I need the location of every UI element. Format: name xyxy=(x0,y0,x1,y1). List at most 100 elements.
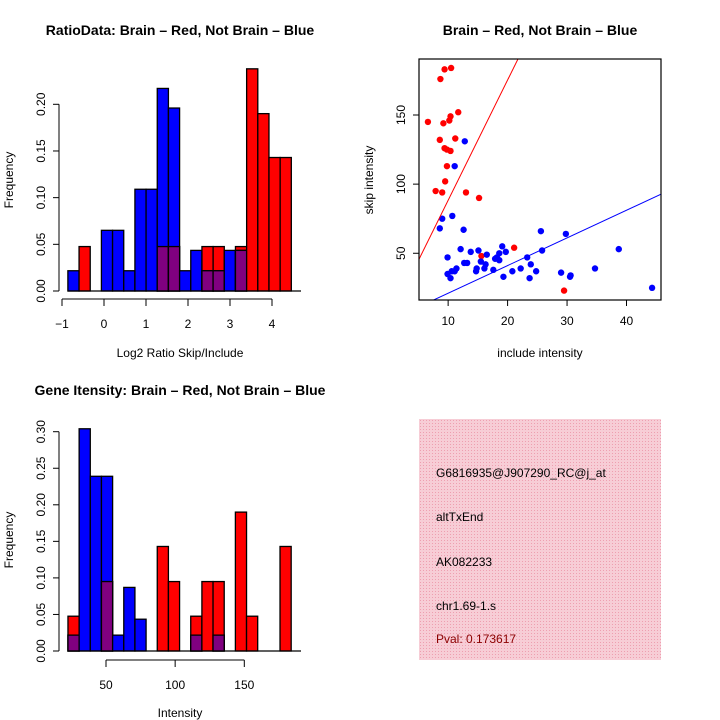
scatter-point-brain xyxy=(438,189,446,196)
ratio-y-tick-label: 0.10 xyxy=(34,186,48,210)
ratio-y-tick-label: 0.15 xyxy=(34,139,48,163)
ratio-bar-overlap xyxy=(167,245,181,292)
scatter-point-not-brain xyxy=(438,215,446,222)
ratio-bar-overlap xyxy=(201,270,214,292)
scatter-x-tick-label: 20 xyxy=(501,314,515,328)
scatter-point-not-brain xyxy=(591,265,599,272)
scatter-point-not-brain xyxy=(527,261,534,268)
scatter-point-not-brain xyxy=(562,230,570,238)
scatter-point-not-brain xyxy=(436,225,444,232)
scatter-point-not-brain xyxy=(502,248,510,256)
scatter-point-not-brain xyxy=(557,269,565,276)
scatter-ylabel: skip intensity xyxy=(362,146,376,215)
scatter-point-not-brain xyxy=(481,265,488,272)
ratio-x-tick-label: 3 xyxy=(227,317,234,331)
intensity-bar-not-brain xyxy=(78,428,91,652)
ratio-bar-not-brain xyxy=(100,229,114,292)
scatter-point-brain xyxy=(462,189,470,196)
ratio-histogram-ylabel: Frequency xyxy=(2,152,16,209)
scatter-point-not-brain xyxy=(526,274,533,282)
intensity-bar-brain xyxy=(234,511,248,652)
intensity-x-tick-label: 50 xyxy=(99,678,113,692)
scatter-point-brain xyxy=(452,135,459,142)
intensity-y-tick-label: 0.30 xyxy=(34,420,48,444)
ratio-histogram: 0.00 0.05 0.10 0.15 0.20 −1 0 1 2 3 4 xyxy=(34,68,301,331)
scatter-y-tick-label: 100 xyxy=(394,174,408,194)
ratio-bar-overlap xyxy=(234,249,248,292)
scatter-point-not-brain xyxy=(500,273,507,280)
ratio-bar-brain xyxy=(257,112,270,292)
scatter-point-not-brain xyxy=(460,226,467,233)
intensity-y-tick-label: 0.25 xyxy=(34,456,48,480)
ratio-bar-brain xyxy=(78,245,91,292)
scatter-point-not-brain xyxy=(457,245,464,253)
scatter-point-not-brain xyxy=(477,258,485,265)
ratio-bar-not-brain xyxy=(190,249,203,292)
ratio-bar-not-brain xyxy=(134,188,147,292)
intensity-bar-brain xyxy=(201,580,214,652)
intensity-y-tick-label: 0.05 xyxy=(34,602,48,626)
scatter-point-not-brain xyxy=(532,268,540,275)
fit-line-not-brain xyxy=(432,193,661,300)
intensity-bar-brain xyxy=(245,615,259,652)
ratio-y-tick-label: 0.00 xyxy=(34,279,48,303)
scatter-point-brain xyxy=(478,252,485,260)
ratio-bar-overlap xyxy=(212,270,225,292)
intensity-bar-not-brain xyxy=(134,618,147,652)
intensity-bar-not-brain xyxy=(89,475,103,652)
scatter-point-brain xyxy=(441,178,449,185)
intensity-bar-brain xyxy=(156,545,170,652)
scatter-frame xyxy=(418,58,662,301)
ratio-bar-brain xyxy=(245,68,259,292)
scatter-point-brain xyxy=(447,64,455,72)
intensity-y-tick-label: 0.20 xyxy=(34,493,48,517)
ratio-bar-not-brain xyxy=(145,188,158,292)
scatter-point-not-brain xyxy=(537,227,545,235)
fit-lines xyxy=(419,59,661,300)
scatter-point-brain xyxy=(440,120,447,127)
scatter-point-not-brain xyxy=(447,274,454,282)
accession: AK082233 xyxy=(436,555,492,569)
scatter-point-brain xyxy=(560,287,568,294)
scatter-point-not-brain xyxy=(444,254,451,261)
intensity-x-tick-label: 150 xyxy=(234,678,254,692)
scatter-point-not-brain xyxy=(461,138,468,145)
scatter-point-not-brain xyxy=(509,268,516,275)
info-panel: G6816935@J907290_RC@j_at altTxEnd AK0822… xyxy=(419,419,661,660)
scatter-point-brain xyxy=(475,194,483,202)
intensity-y-tick-label: 0.00 xyxy=(34,639,48,663)
scatter-point-not-brain xyxy=(467,248,474,256)
scatter-point-not-brain xyxy=(615,245,622,253)
ratio-bar-not-brain xyxy=(123,270,136,292)
scatter-point-brain xyxy=(436,136,444,144)
scatter-point-brain xyxy=(447,113,454,120)
intensity-y-tick-label: 0.10 xyxy=(34,566,48,590)
scatter-point-brain xyxy=(510,244,518,251)
ratio-x-tick-label: 4 xyxy=(269,317,276,331)
scatter-point-not-brain xyxy=(499,243,506,250)
scatter-point-not-brain xyxy=(567,272,574,279)
event-type: altTxEnd xyxy=(436,510,483,524)
ratio-bar-brain xyxy=(268,156,281,292)
ratio-bar-not-brain xyxy=(223,249,237,292)
ratio-bar-not-brain xyxy=(67,270,80,292)
scatter-point-not-brain xyxy=(483,251,490,258)
scatter-point-brain xyxy=(455,109,462,116)
intensity-histogram-title: Gene Itensity: Brain – Red, Not Brain – … xyxy=(35,382,326,398)
intensity-histogram: 0.00 0.05 0.10 0.15 0.20 0.25 0.30 50 100 150 xyxy=(34,420,301,692)
scatter-point-not-brain xyxy=(449,212,456,220)
scatter-title: Brain – Red, Not Brain – Blue xyxy=(443,22,638,38)
scatter-point-brain xyxy=(432,187,439,195)
scatter-plot: 10 20 30 40 50 100 150 xyxy=(394,58,662,328)
fit-line-brain xyxy=(419,59,519,260)
probe-id: G6816935@J907290_RC@j_at xyxy=(436,466,606,480)
intensity-bar-overlap xyxy=(190,634,203,652)
intensity-bar-brain xyxy=(167,580,181,652)
scatter-point-not-brain xyxy=(475,247,482,254)
ratio-y-tick-label: 0.05 xyxy=(34,232,48,256)
scatter-x-tick-label: 30 xyxy=(560,314,574,328)
scatter-x-tick-label: 10 xyxy=(441,314,455,328)
scatter-point-brain xyxy=(443,162,451,170)
intensity-bar-not-brain xyxy=(111,634,125,652)
info-panel-background xyxy=(419,419,661,660)
